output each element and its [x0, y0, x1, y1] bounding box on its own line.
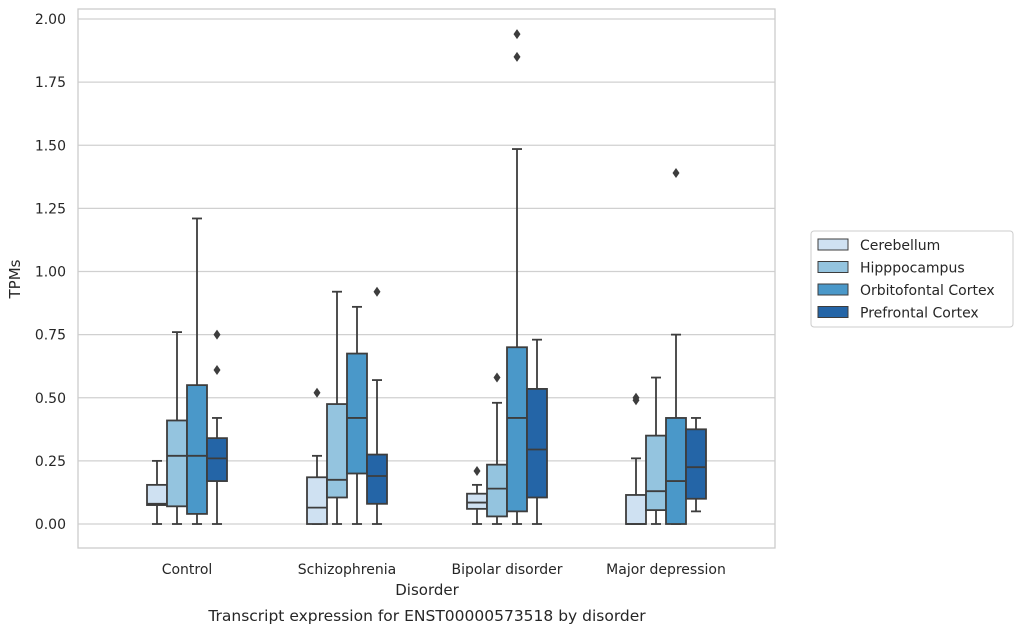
box-iqr: [346, 352, 368, 475]
y-tick-label: 1.50: [35, 138, 66, 154]
outlier-point: [672, 168, 680, 179]
box-0-0: [146, 459, 168, 525]
box-1-2: [486, 372, 508, 525]
box-0-1: [306, 387, 328, 525]
legend-label: Cerebellum: [860, 238, 940, 254]
y-tick-label: 0.50: [35, 391, 66, 407]
box-3-1: [366, 286, 388, 525]
box-iqr: [506, 346, 528, 513]
box-iqr: [665, 417, 687, 525]
y-tick-label: 2.00: [35, 12, 66, 28]
y-tick-label: 1.75: [35, 75, 66, 91]
x-tick-label: Schizophrenia: [298, 562, 396, 578]
box-groups: [146, 29, 707, 525]
legend: Cerebellum Hipppocampus Orbitofontal Corte…: [810, 230, 1014, 328]
box-2-2: [506, 29, 528, 525]
y-tick-label: 1.00: [35, 265, 66, 281]
x-tick-label: Bipolar disorder: [451, 562, 562, 578]
y-axis-label: TPMs: [6, 259, 24, 299]
box-iqr: [625, 494, 647, 525]
box-3-3: [685, 417, 707, 513]
chart-caption: Transcript expression for ENST0000057351…: [207, 607, 646, 625]
box-0-3: [625, 392, 647, 525]
outlier-point: [632, 392, 640, 403]
legend-label: Prefrontal Cortex: [860, 306, 979, 322]
box-iqr: [486, 463, 508, 518]
legend-swatch: [817, 283, 849, 296]
legend-swatch: [817, 261, 849, 273]
box-0-2: [466, 465, 488, 525]
legend-label: Hipppocampus: [860, 261, 965, 277]
box-2-3: [665, 168, 687, 525]
outlier-point: [373, 286, 381, 297]
box-iqr: [645, 434, 667, 512]
y-tick-label: 0.00: [35, 517, 66, 533]
box-iqr: [186, 384, 208, 515]
box-iqr: [366, 453, 388, 505]
y-tick-label: 0.25: [35, 454, 66, 470]
plot-frame: [77, 8, 776, 549]
outlier-point: [313, 387, 321, 398]
box-iqr: [306, 476, 328, 525]
y-tick-label: 0.75: [35, 328, 66, 344]
outlier-point: [513, 51, 521, 62]
outlier-point: [213, 329, 221, 340]
legend-frame: [810, 230, 1014, 328]
box-3-0: [206, 329, 228, 525]
x-tick-label: Major depression: [606, 562, 726, 578]
x-axis-label: Disorder: [395, 581, 459, 599]
box-2-1: [346, 305, 368, 525]
box-1-3: [645, 376, 667, 525]
legend-label: Orbitofontal Cortex: [860, 283, 995, 299]
outlier-point: [213, 364, 221, 375]
box-3-2: [526, 338, 548, 525]
y-tick-label: 1.25: [35, 201, 66, 217]
legend-swatch: [817, 238, 849, 251]
box-2-0: [186, 217, 208, 525]
x-tick-label: Control: [162, 562, 213, 578]
box-1-0: [166, 331, 188, 525]
outlier-point: [473, 465, 481, 476]
box-iqr: [206, 437, 228, 482]
box-iqr: [326, 403, 348, 499]
outlier-point: [513, 29, 521, 40]
box-iqr: [685, 428, 707, 500]
x-tick-labels: Control Schizophrenia Bipolar disorder Majo…: [162, 562, 726, 578]
box-1-1: [326, 290, 348, 525]
outlier-point: [493, 372, 501, 383]
y-tick-labels: 0.00 0.25 0.50 0.75 1.00 1.25 1.50 1.75 2.00: [35, 12, 66, 533]
box-iqr: [526, 388, 548, 499]
box-iqr: [466, 492, 488, 510]
box-iqr: [166, 419, 188, 508]
legend-swatch: [817, 306, 849, 318]
box-iqr: [146, 483, 168, 506]
